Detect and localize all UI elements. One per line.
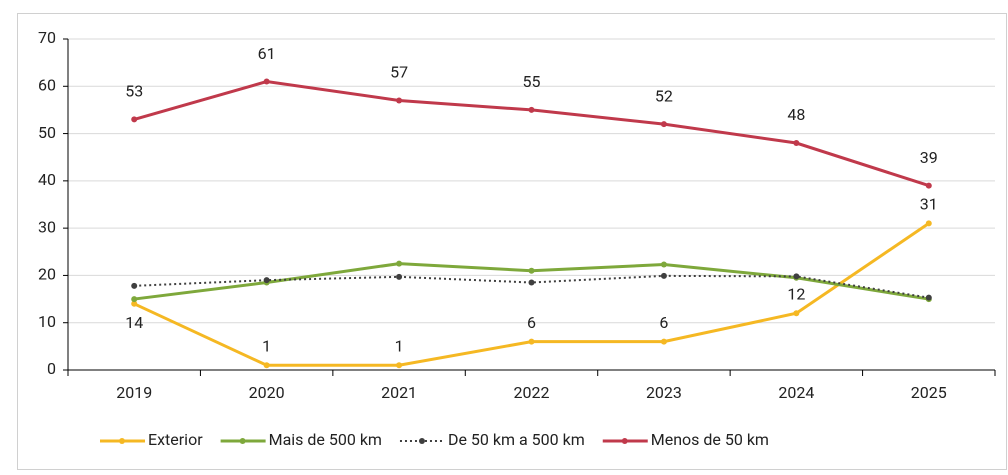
y-tick-label: 30 — [38, 217, 56, 236]
x-tick-label: 2022 — [514, 383, 550, 402]
legend-marker — [621, 438, 628, 444]
data-point — [263, 362, 270, 369]
x-tick-label: 2021 — [381, 383, 417, 402]
data-label: 12 — [787, 284, 805, 303]
data-point — [660, 261, 667, 268]
data-point — [263, 277, 270, 284]
data-point — [793, 310, 800, 317]
legend-marker — [418, 438, 425, 444]
data-point — [396, 273, 403, 280]
data-label: 52 — [655, 86, 673, 105]
y-tick-label: 40 — [38, 170, 56, 189]
data-point — [396, 362, 403, 369]
data-label: 31 — [920, 195, 938, 214]
data-point — [660, 272, 667, 279]
legend-label: Exterior — [148, 430, 203, 449]
data-label: 48 — [787, 105, 805, 124]
x-tick-label: 2023 — [646, 383, 682, 402]
data-point — [925, 220, 932, 227]
chart-border — [17, 13, 1007, 470]
data-point — [528, 267, 535, 274]
data-label: 57 — [390, 63, 408, 82]
data-point — [660, 338, 667, 345]
data-point — [528, 279, 535, 286]
data-label: 14 — [125, 313, 143, 332]
legend-marker — [239, 438, 246, 444]
data-label: 6 — [659, 313, 668, 332]
data-point — [925, 182, 932, 189]
legend-label: Menos de 50 km — [651, 430, 769, 449]
data-point — [131, 300, 138, 307]
y-tick-label: 20 — [38, 265, 56, 284]
data-label: 53 — [125, 82, 143, 101]
legend-label: De 50 km a 500 km — [448, 430, 585, 449]
x-tick-label: 2024 — [778, 383, 814, 402]
data-label: 39 — [920, 148, 938, 167]
data-point — [131, 116, 138, 123]
data-point — [925, 294, 932, 301]
y-tick-label: 0 — [47, 359, 56, 378]
data-point — [528, 338, 535, 345]
data-point — [131, 282, 138, 289]
data-label: 1 — [262, 336, 271, 355]
series-line — [134, 274, 929, 299]
legend-marker — [119, 438, 125, 444]
y-tick-label: 10 — [38, 312, 56, 331]
data-point — [396, 260, 403, 267]
y-tick-label: 70 — [38, 28, 56, 47]
data-label: 55 — [523, 72, 541, 91]
data-point — [131, 296, 138, 303]
data-point — [396, 97, 403, 104]
y-tick-label: 60 — [38, 76, 56, 95]
data-point — [793, 273, 800, 280]
data-point — [263, 78, 270, 85]
x-tick-label: 2025 — [911, 383, 947, 402]
y-tick-label: 50 — [38, 123, 56, 142]
x-tick-label: 2019 — [116, 383, 152, 402]
legend-label: Mais de 500 km — [269, 430, 382, 449]
data-point — [528, 106, 535, 113]
data-point — [660, 121, 667, 128]
x-tick-label: 2020 — [249, 383, 285, 402]
data-label: 61 — [258, 44, 276, 63]
data-label: 1 — [395, 336, 404, 355]
data-point — [793, 140, 800, 147]
data-label: 6 — [527, 313, 536, 332]
